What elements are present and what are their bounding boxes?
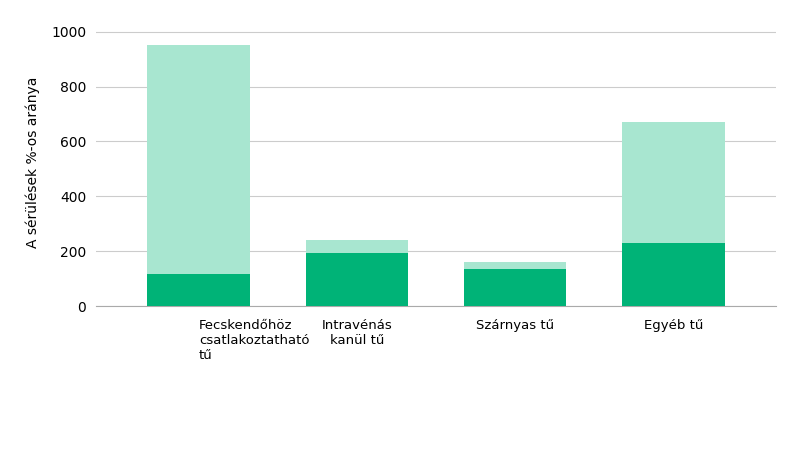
Y-axis label: A sérülések %-os aránya: A sérülések %-os aránya [26, 76, 40, 248]
Bar [306, 252, 408, 306]
Bar [464, 262, 566, 269]
Bar [464, 269, 566, 306]
Bar [147, 274, 250, 306]
Bar [306, 240, 408, 252]
Bar [622, 243, 725, 306]
Bar [622, 122, 725, 243]
Bar [147, 45, 250, 274]
